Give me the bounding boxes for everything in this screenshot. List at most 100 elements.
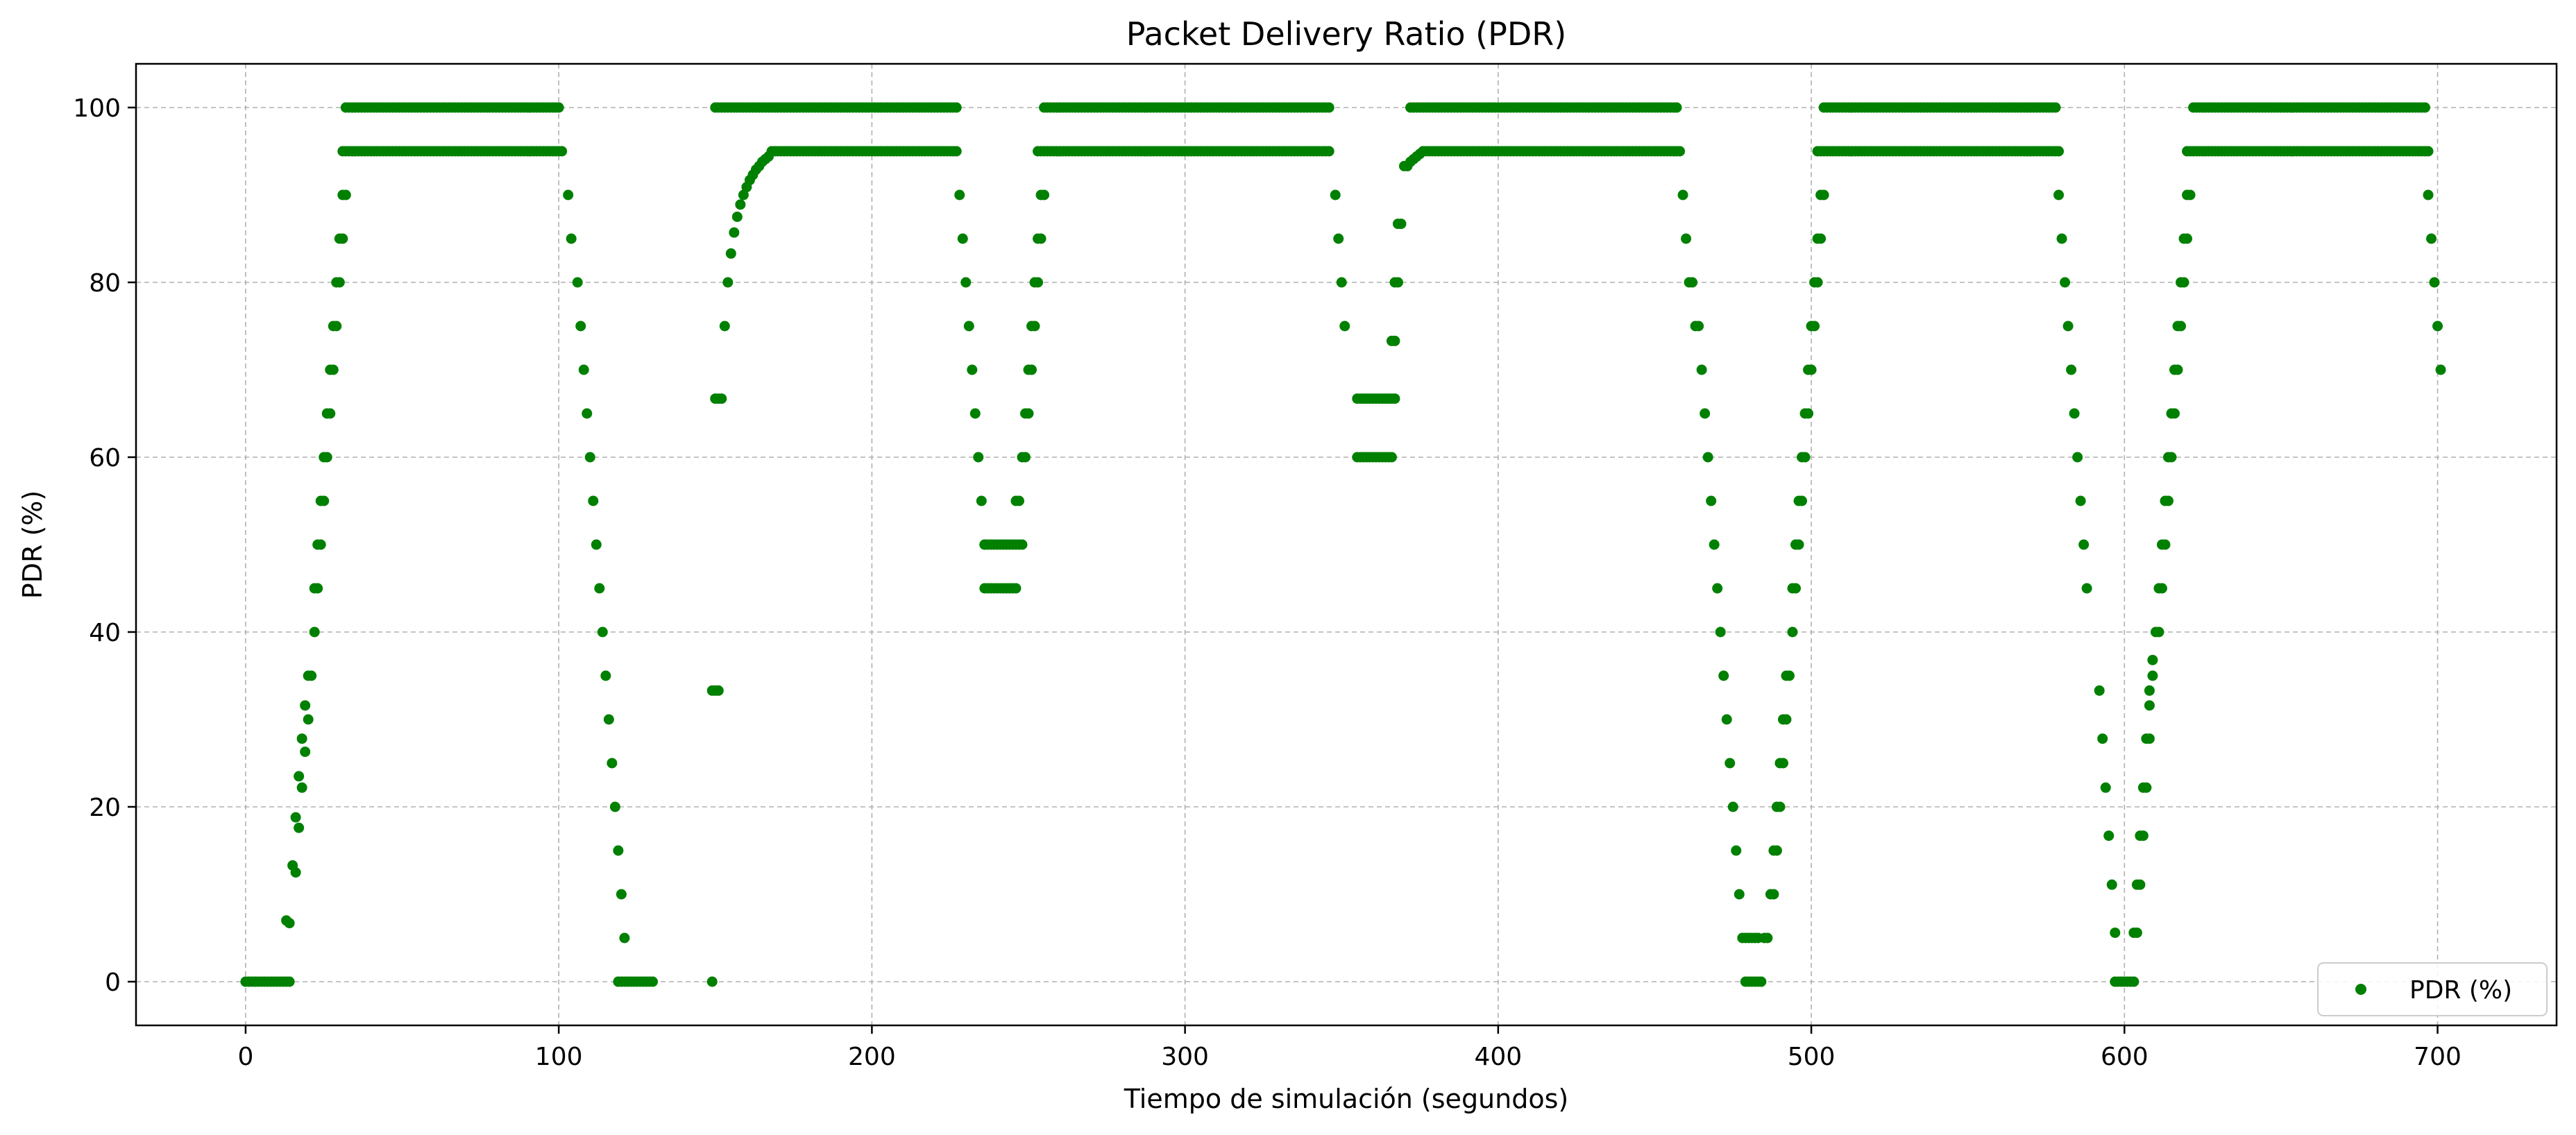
data-point: [1019, 452, 1031, 463]
data-point: [2435, 364, 2446, 375]
data-point: [619, 932, 630, 944]
data-point: [2072, 452, 2083, 463]
data-point: [2144, 733, 2155, 744]
data-point: [1392, 277, 1403, 288]
y-tick-label: 0: [105, 968, 121, 997]
x-tick-label: 200: [848, 1043, 896, 1071]
data-point: [290, 812, 301, 823]
data-point: [294, 771, 305, 782]
data-point: [1687, 277, 1698, 288]
legend-label: PDR (%): [2409, 976, 2512, 1005]
y-axis-label: PDR (%): [17, 490, 48, 599]
data-point: [2426, 233, 2437, 244]
data-point: [296, 782, 307, 793]
data-point: [2081, 583, 2092, 594]
data-point: [309, 626, 320, 638]
data-point: [1693, 321, 1704, 332]
data-point: [2160, 539, 2171, 550]
data-point: [1035, 233, 1046, 244]
data-point: [1806, 364, 1817, 375]
data-point: [735, 199, 746, 210]
data-point: [609, 801, 620, 812]
data-point: [616, 889, 627, 900]
data-point: [575, 321, 586, 332]
data-point: [763, 151, 774, 162]
data-point: [2178, 277, 2189, 288]
data-point: [2069, 408, 2080, 419]
data-point: [594, 583, 605, 594]
data-point: [1777, 758, 1788, 769]
data-point: [722, 277, 734, 288]
data-point: [954, 189, 965, 200]
data-point: [1727, 801, 1738, 812]
data-point: [1330, 189, 1341, 200]
x-tick-label: 400: [1474, 1043, 1522, 1071]
data-point: [2147, 654, 2158, 665]
data-point: [294, 822, 305, 833]
data-point: [2156, 583, 2167, 594]
data-point: [1333, 233, 1344, 244]
data-point: [557, 146, 568, 157]
data-point: [1718, 670, 1729, 681]
data-point: [2137, 830, 2149, 842]
data-point: [2128, 976, 2139, 987]
data-point: [2110, 927, 2121, 938]
data-point: [2053, 146, 2065, 157]
y-tick-label: 100: [73, 94, 121, 123]
data-point: [973, 452, 984, 463]
data-point: [960, 277, 972, 288]
data-point: [300, 746, 311, 758]
data-points: [240, 102, 2446, 987]
data-point: [566, 233, 577, 244]
x-tick-label: 0: [237, 1043, 253, 1071]
data-point: [1023, 408, 1034, 419]
data-point: [2053, 189, 2065, 200]
data-point: [976, 495, 987, 506]
data-point: [729, 227, 740, 238]
data-point: [1797, 495, 1808, 506]
data-point: [1712, 583, 1723, 594]
data-point: [1762, 932, 1773, 944]
data-point: [1781, 714, 1792, 725]
data-point: [963, 321, 974, 332]
y-tick-label: 60: [89, 444, 121, 472]
data-point: [1696, 364, 1707, 375]
y-tick-label: 80: [89, 269, 121, 298]
data-point: [340, 189, 351, 200]
data-point: [2094, 685, 2105, 696]
data-point: [2050, 102, 2061, 113]
y-tick-label: 20: [89, 794, 121, 822]
data-point: [2166, 452, 2177, 463]
chart-title: Packet Delivery Ratio (PDR): [1126, 15, 1566, 53]
data-point: [553, 102, 564, 113]
data-point: [2423, 189, 2434, 200]
data-point: [1681, 233, 1692, 244]
data-point: [319, 495, 330, 506]
data-point: [957, 233, 968, 244]
data-point: [1783, 670, 1795, 681]
x-tick-label: 700: [2414, 1043, 2461, 1071]
data-point: [1809, 321, 1820, 332]
data-point: [2131, 927, 2142, 938]
x-axis-ticks: 0 100 200 300 400 500 600 700: [237, 1025, 2461, 1071]
data-point: [2135, 879, 2146, 890]
data-point: [2106, 879, 2117, 890]
data-point: [572, 277, 583, 288]
data-point: [2100, 782, 2111, 793]
data-point: [2060, 277, 2071, 288]
data-point: [597, 626, 608, 638]
data-point: [951, 102, 962, 113]
data-point: [1389, 335, 1400, 346]
data-point: [1323, 102, 1334, 113]
data-point: [1721, 714, 1732, 725]
data-point: [2144, 685, 2155, 696]
data-point: [1013, 495, 1024, 506]
data-point: [2169, 408, 2180, 419]
data-point: [603, 714, 614, 725]
data-point: [967, 364, 978, 375]
data-point: [2423, 146, 2434, 157]
legend: PDR (%): [2317, 962, 2548, 1016]
data-point: [2153, 626, 2164, 638]
data-point: [315, 539, 326, 550]
